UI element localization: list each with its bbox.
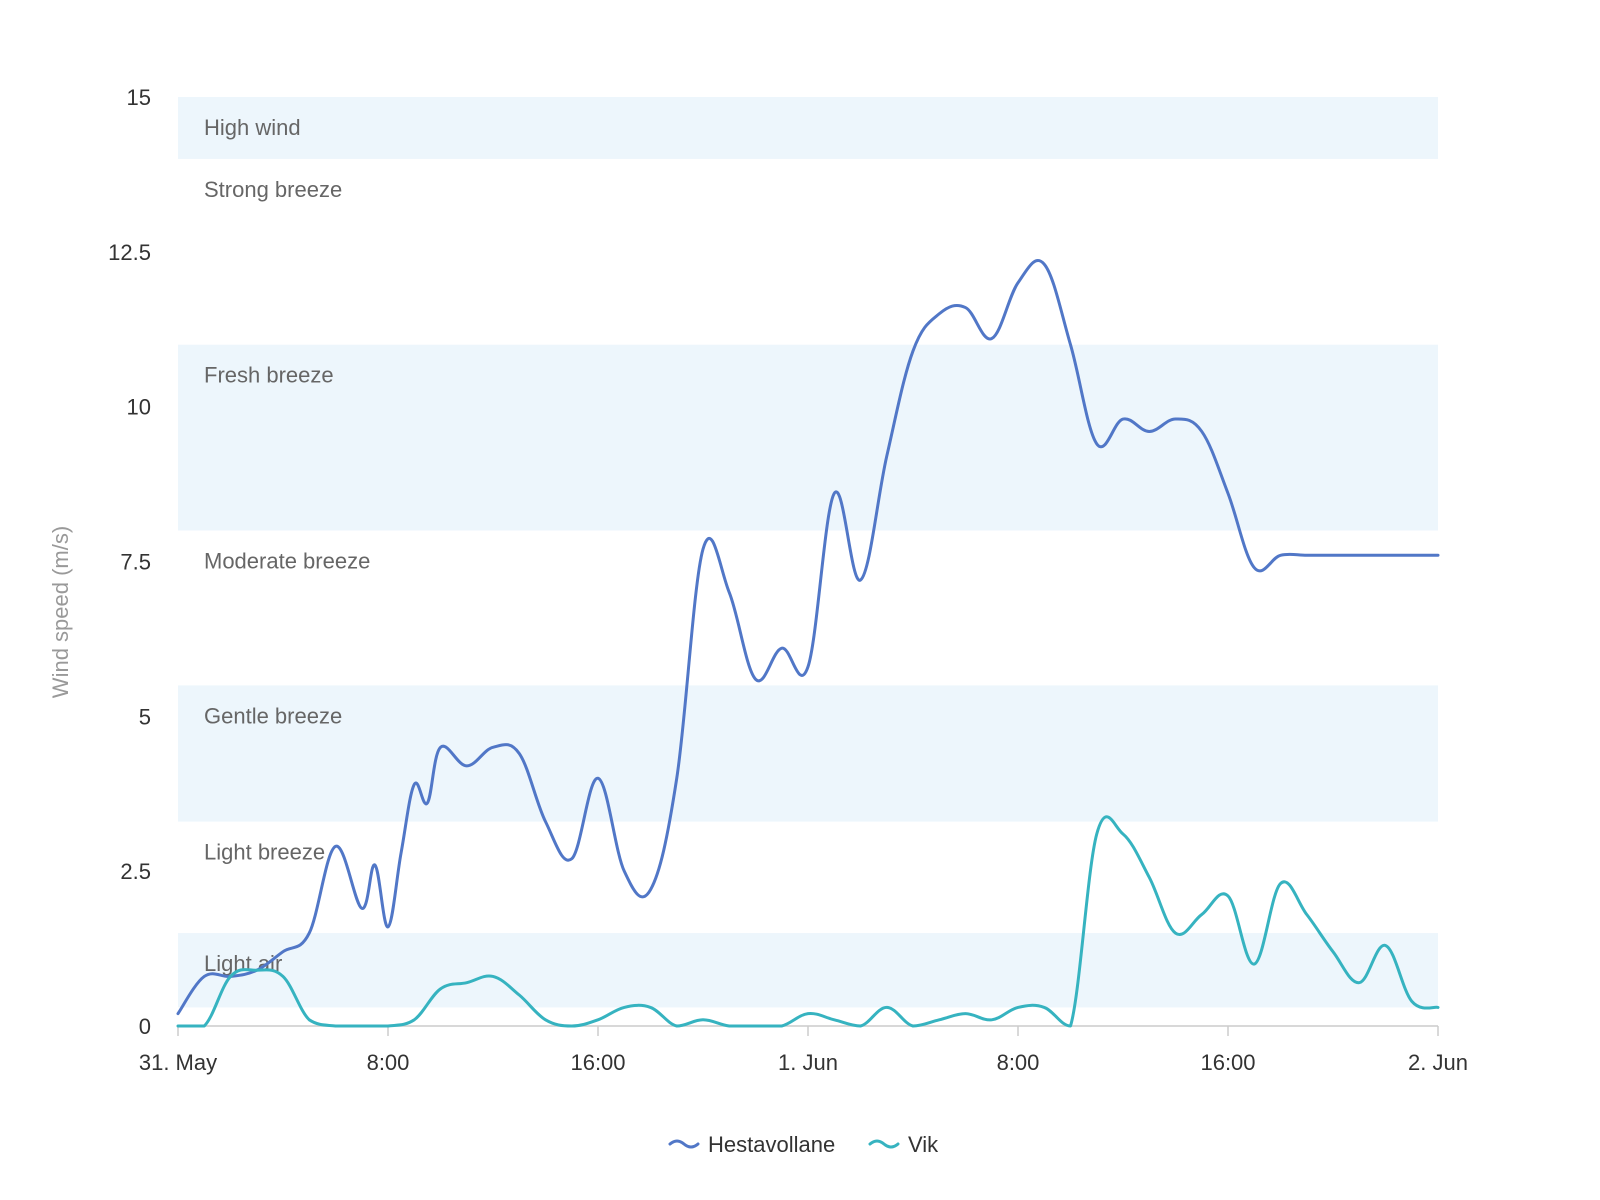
legend-symbol bbox=[868, 1139, 900, 1149]
legend-symbol bbox=[668, 1139, 700, 1149]
plot-band bbox=[178, 344, 1438, 531]
x-tick-label: 16:00 bbox=[1200, 1050, 1255, 1075]
plot-band-label: High wind bbox=[204, 115, 301, 140]
series-lines bbox=[176, 259, 1440, 1028]
legend-item-hestavollane[interactable]: Hestavollane bbox=[668, 1132, 835, 1157]
x-tick-label: 2. Jun bbox=[1408, 1050, 1468, 1075]
plot-bands bbox=[178, 97, 1438, 1008]
y-tick-label: 0 bbox=[139, 1014, 151, 1039]
axes: 0 2.5 5 7.5 10 12.5 15 31. May 8:00 16:00 1. Jun 8:… bbox=[108, 85, 1468, 1075]
legend[interactable]: Hestavollane Vik bbox=[668, 1132, 939, 1157]
y-tick-label: 5 bbox=[139, 704, 151, 729]
plot-band bbox=[178, 97, 1438, 159]
plot-band-label: Gentle breeze bbox=[204, 703, 342, 728]
plot-band-label: Strong breeze bbox=[204, 177, 342, 202]
legend-item-vik[interactable]: Vik bbox=[868, 1132, 939, 1157]
series-line-hestavollane[interactable] bbox=[176, 259, 1440, 1016]
y-tick-label: 7.5 bbox=[120, 550, 151, 575]
x-tick-label: 31. May bbox=[139, 1050, 217, 1075]
y-tick-label: 15 bbox=[127, 85, 151, 110]
series-line-vik[interactable] bbox=[176, 815, 1440, 1028]
plot-band bbox=[178, 933, 1438, 1008]
plot-band-label: Light breeze bbox=[204, 840, 325, 865]
plot-band-labels: Light air Light breeze Gentle breeze Modera… bbox=[204, 115, 370, 976]
x-tick-label: 16:00 bbox=[570, 1050, 625, 1075]
x-tick-label: 8:00 bbox=[367, 1050, 410, 1075]
plot-band-label: Fresh breeze bbox=[204, 363, 334, 388]
plot-band bbox=[178, 685, 1438, 822]
y-axis-title: Wind speed (m/s) bbox=[48, 526, 73, 698]
y-tick-label: 10 bbox=[127, 395, 151, 420]
legend-label: Vik bbox=[908, 1132, 939, 1157]
legend-label: Hestavollane bbox=[708, 1132, 835, 1157]
plot-band-label: Moderate breeze bbox=[204, 549, 370, 574]
y-tick-label: 2.5 bbox=[120, 859, 151, 884]
y-tick-label: 12.5 bbox=[108, 240, 151, 265]
x-tick-label: 1. Jun bbox=[778, 1050, 838, 1075]
x-tick-label: 8:00 bbox=[997, 1050, 1040, 1075]
plot-band-label: Light air bbox=[204, 951, 282, 976]
